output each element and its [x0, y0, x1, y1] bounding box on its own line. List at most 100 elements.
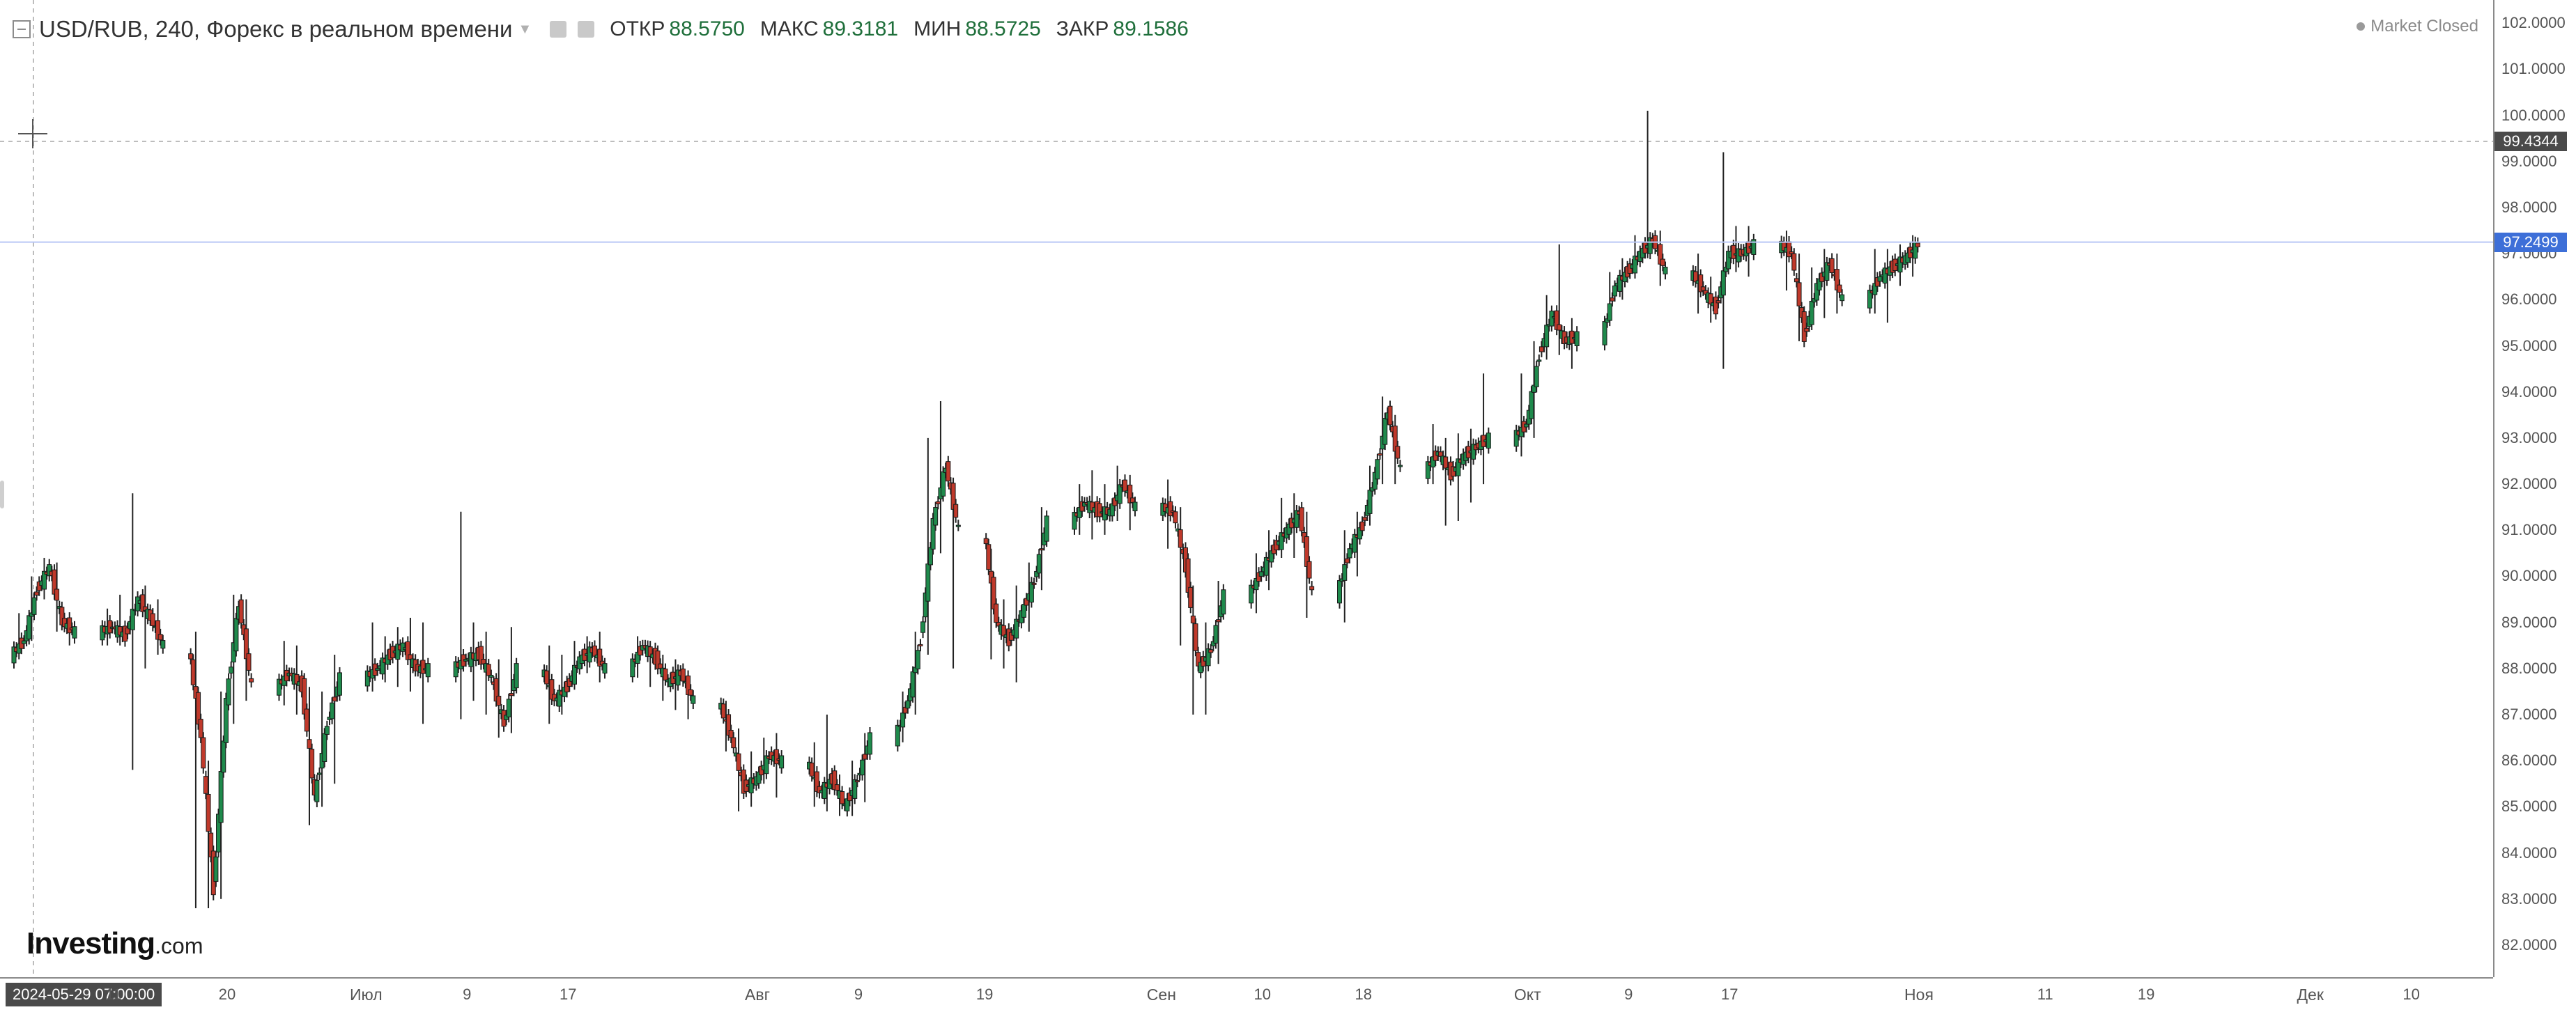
candle-body — [720, 703, 726, 719]
price-tick-label: 94.0000 — [2501, 382, 2557, 400]
candle-body — [840, 791, 845, 804]
candle-body — [1395, 446, 1401, 459]
price-tick-label: 92.0000 — [2501, 475, 2557, 493]
candle-body — [198, 719, 203, 738]
candle-body — [986, 544, 992, 570]
candle-body — [1794, 278, 1799, 283]
candle-body — [1122, 479, 1127, 492]
price-tick-label: 82.0000 — [2501, 935, 2557, 953]
candle-body — [1840, 294, 1845, 302]
time-tick-label: 10 — [1254, 986, 1272, 1003]
chart-title[interactable]: USD/RUB, 240, Форекс в реальном времени — [39, 16, 513, 42]
candle-body — [1188, 586, 1194, 608]
candle-body — [862, 754, 867, 760]
candle-body — [1249, 584, 1254, 604]
ohlc-low-label: МИН — [913, 17, 962, 40]
candle-body — [544, 670, 550, 685]
candle-body — [218, 771, 224, 823]
candle-body — [1574, 331, 1580, 347]
candle-body — [1663, 266, 1668, 274]
candle-body — [1610, 297, 1615, 302]
candle-body — [991, 577, 996, 609]
candle-body — [1185, 558, 1191, 593]
candle-body — [915, 650, 920, 669]
candle-body — [1715, 300, 1721, 304]
candle-body — [1837, 284, 1842, 293]
candle-body — [1117, 484, 1123, 504]
candle-body — [1039, 548, 1044, 551]
time-tick-label: 9 — [1624, 986, 1633, 1003]
candle-body — [1915, 242, 1920, 247]
crosshair-lines — [0, 0, 2493, 977]
settings-icon[interactable] — [578, 21, 595, 38]
price-tick-label: 84.0000 — [2501, 843, 2557, 862]
candle-body — [1337, 580, 1343, 604]
candle-body — [203, 776, 208, 794]
time-tick-label: Дек — [2297, 986, 2324, 1004]
candle-body — [1387, 405, 1393, 426]
candle-body — [933, 507, 939, 526]
candle-body — [226, 678, 231, 706]
time-tick-label: 19 — [2137, 986, 2155, 1003]
price-tick-label: 95.0000 — [2501, 336, 2557, 355]
candle-body — [910, 671, 916, 698]
candle-body — [322, 733, 327, 762]
market-status-text: Market Closed — [2370, 17, 2478, 36]
candle-body — [983, 538, 989, 545]
time-tick-label: Авг — [745, 986, 770, 1004]
candle-body — [420, 660, 426, 674]
price-tick-label: 90.0000 — [2501, 567, 2557, 585]
left-scroll-handle[interactable] — [0, 481, 4, 508]
candle-body — [1190, 615, 1196, 623]
candle-body — [1213, 625, 1219, 644]
time-tick-label: 18 — [1355, 986, 1372, 1003]
eye-icon[interactable] — [550, 21, 567, 38]
candle-body — [246, 653, 252, 671]
candle-body — [157, 634, 163, 641]
candle-body — [1193, 623, 1198, 651]
time-scale[interactable]: 2024-05-29 07:00:00 11 20 Июл 9 17 Авг 9 19 Сен 1… — [0, 977, 2493, 1012]
ohlc-open-label: ОТКР — [610, 17, 665, 40]
collapse-icon[interactable] — [13, 20, 31, 38]
price-tick-label: 101.0000 — [2501, 60, 2566, 78]
time-tick-label: 10 — [2403, 986, 2420, 1003]
candle-body — [731, 737, 736, 749]
price-tick-label: 91.0000 — [2501, 521, 2557, 539]
price-tick-label: 96.0000 — [2501, 290, 2557, 309]
candle-body — [1304, 536, 1309, 567]
price-tick-label: 100.0000 — [2501, 106, 2566, 124]
price-tick-label: 89.0000 — [2501, 613, 2557, 631]
candle-body — [1787, 241, 1792, 258]
candle-body — [188, 653, 194, 660]
candle-body — [953, 504, 959, 518]
candle-body — [1538, 346, 1544, 352]
candle-body — [691, 695, 696, 704]
candle-body — [1801, 311, 1807, 342]
candle-body — [1367, 490, 1373, 514]
candle-body — [486, 664, 491, 676]
candle-body — [1168, 501, 1173, 517]
price-scale[interactable]: 82.0000 83.0000 84.0000 85.0000 86.0000 87.00… — [2493, 0, 2576, 977]
time-tick-label: 9 — [463, 986, 472, 1003]
candle-body — [688, 689, 693, 696]
candle-body — [196, 692, 201, 725]
candle-body — [1342, 564, 1348, 581]
candle-body — [950, 483, 956, 510]
candle-body — [854, 780, 860, 783]
candle-body — [1306, 561, 1312, 579]
candle-body — [302, 678, 307, 715]
candle-body — [1804, 327, 1810, 332]
price-tick-label: 102.0000 — [2501, 14, 2566, 32]
crosshair-time-label: 2024-05-29 07:00:00 — [6, 983, 162, 1006]
time-tick-label: 11 — [105, 986, 122, 1003]
price-tick-label: 98.0000 — [2501, 198, 2557, 216]
candle-body — [1867, 290, 1873, 309]
candle-body — [514, 663, 519, 689]
candle-body — [330, 702, 335, 719]
ohlc-high-label: МАКС — [759, 17, 819, 40]
candle-body — [1549, 311, 1555, 327]
candle-body — [1362, 517, 1368, 521]
chevron-down-icon[interactable]: ▼ — [518, 21, 532, 37]
plot-area[interactable] — [0, 0, 2493, 977]
